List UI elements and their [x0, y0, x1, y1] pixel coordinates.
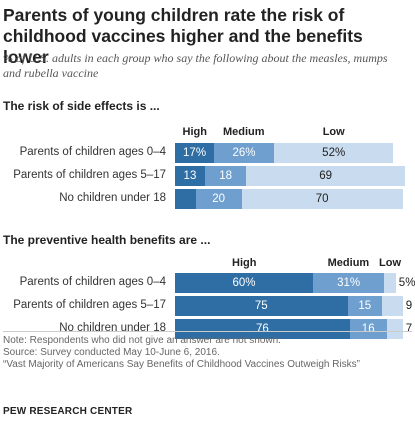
legend-header-high: High: [232, 257, 257, 269]
footer-divider: [3, 331, 412, 332]
data-label: 76: [256, 323, 269, 335]
data-label: 52%: [322, 147, 346, 159]
chart-subtitle: % of U.S. adults in each group who say t…: [3, 51, 388, 80]
section-title-risk: The risk of side effects is ...: [3, 99, 160, 113]
row-label: No children under 18: [59, 322, 166, 334]
bar-segment-high: 75: [175, 296, 348, 316]
data-label: 60%: [232, 277, 256, 289]
legend-header-medium: Medium: [223, 126, 265, 138]
legend-header-low: Low: [379, 257, 402, 269]
bar-segment-low: 52%: [273, 143, 394, 163]
data-label: 17%: [183, 147, 207, 159]
bar-segment-low: [382, 296, 403, 316]
bar-segment-medium: 31%: [313, 273, 385, 293]
bar-segment-medium: 18: [204, 166, 247, 186]
row-label: Parents of children ages 5–17: [13, 169, 166, 181]
data-label: 16: [361, 323, 375, 335]
row-label: No children under 18: [59, 192, 166, 204]
data-label: 69: [319, 170, 333, 182]
data-label: 18: [219, 170, 232, 182]
bar-segment-medium: 15: [347, 296, 382, 316]
chart-title: Parents of young children rate the risk …: [3, 5, 363, 67]
row-label: Parents of children ages 5–17: [13, 299, 166, 311]
data-label: 13: [183, 170, 197, 182]
bar-segment-medium: 16: [349, 319, 387, 339]
row-label: Parents of children ages 0–4: [19, 146, 166, 158]
bar-segment-high: 60%: [175, 273, 313, 293]
footer-source: Source: Survey conducted May 10-June 6, …: [3, 347, 220, 358]
row-label: Parents of children ages 0–4: [19, 276, 166, 288]
bar-segment-high: 76: [175, 319, 350, 339]
data-label: 7: [405, 323, 413, 335]
legend-header-low: Low: [322, 126, 345, 138]
bar-segment-medium: 26%: [214, 143, 274, 163]
data-label: 9: [405, 300, 413, 312]
data-label: 15: [358, 300, 372, 312]
bar-segment-high: [175, 189, 196, 209]
bar-segment-low: 70: [241, 189, 403, 209]
data-label: 26%: [232, 147, 256, 159]
footer-report: “Vast Majority of Americans Say Benefits…: [3, 359, 361, 370]
legend-header-high: High: [182, 126, 207, 138]
bar-segment-low: [386, 319, 403, 339]
bar-segment-high: 17%: [175, 143, 215, 163]
data-label: 20: [212, 193, 226, 205]
legend-header-medium: Medium: [327, 257, 370, 269]
data-label: 5%: [398, 277, 415, 289]
data-label: 70: [315, 193, 329, 205]
bar-segment-high: 13: [175, 166, 205, 186]
data-label: 75: [254, 300, 268, 312]
section-title-benefits: The preventive health benefits are ...: [3, 233, 211, 247]
bar-segment-low: 69: [246, 166, 405, 186]
bar-segment-low: [384, 273, 396, 293]
bar-segment-medium: 20: [195, 189, 242, 209]
pew-logo: PEW RESEARCH CENTER: [3, 406, 133, 417]
data-label: 31%: [337, 277, 361, 289]
footer-note: Note: Respondents who did not give an an…: [3, 335, 281, 346]
